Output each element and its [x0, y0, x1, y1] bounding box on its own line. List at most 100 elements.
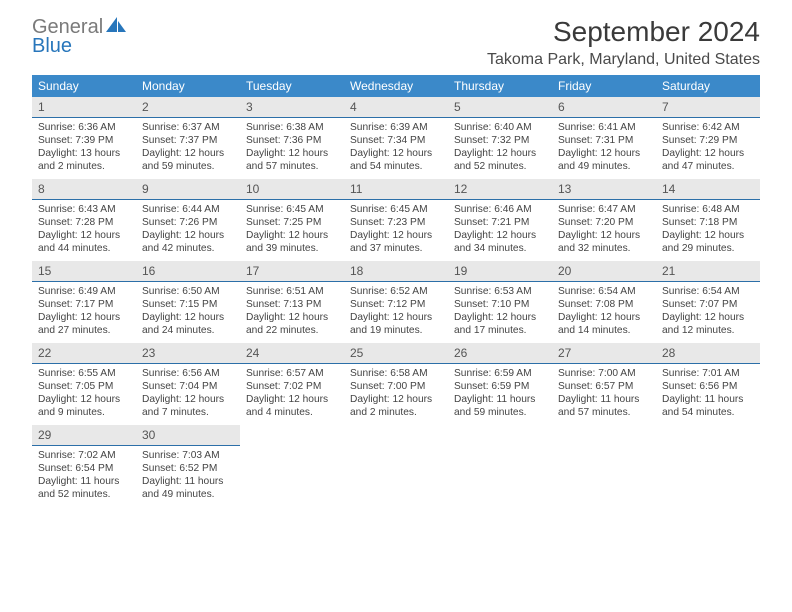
daylight-text: Daylight: 12 hours and 34 minutes. [454, 229, 546, 255]
sunset-text: Sunset: 7:12 PM [350, 298, 442, 311]
calendar-cell: 21Sunrise: 6:54 AMSunset: 7:07 PMDayligh… [656, 261, 760, 343]
sunrise-text: Sunrise: 7:03 AM [142, 449, 234, 462]
sunset-text: Sunset: 7:04 PM [142, 380, 234, 393]
sunrise-text: Sunrise: 6:58 AM [350, 367, 442, 380]
daylight-text: Daylight: 12 hours and 14 minutes. [558, 311, 650, 337]
calendar-cell: 7Sunrise: 6:42 AMSunset: 7:29 PMDaylight… [656, 97, 760, 179]
daylight-text: Daylight: 12 hours and 24 minutes. [142, 311, 234, 337]
day-header-monday: Monday [136, 75, 240, 97]
daylight-text: Daylight: 12 hours and 17 minutes. [454, 311, 546, 337]
day-info: Sunrise: 6:41 AMSunset: 7:31 PMDaylight:… [552, 118, 656, 177]
day-number: 16 [136, 261, 240, 282]
header: General Blue September 2024 Takoma Park,… [0, 0, 792, 75]
day-number: 11 [344, 179, 448, 200]
sunset-text: Sunset: 7:29 PM [662, 134, 754, 147]
calendar: Sunday Monday Tuesday Wednesday Thursday… [0, 75, 792, 507]
daylight-text: Daylight: 12 hours and 12 minutes. [662, 311, 754, 337]
day-info: Sunrise: 7:03 AMSunset: 6:52 PMDaylight:… [136, 446, 240, 505]
calendar-cell: 26Sunrise: 6:59 AMSunset: 6:59 PMDayligh… [448, 343, 552, 425]
logo-text-blue: Blue [32, 35, 72, 57]
daylight-text: Daylight: 12 hours and 44 minutes. [38, 229, 130, 255]
calendar-cell: 23Sunrise: 6:56 AMSunset: 7:04 PMDayligh… [136, 343, 240, 425]
sunrise-text: Sunrise: 6:39 AM [350, 121, 442, 134]
sunset-text: Sunset: 7:18 PM [662, 216, 754, 229]
sunrise-text: Sunrise: 6:46 AM [454, 203, 546, 216]
day-number: 8 [32, 179, 136, 200]
day-number: 24 [240, 343, 344, 364]
sunrise-text: Sunrise: 6:45 AM [350, 203, 442, 216]
day-info: Sunrise: 6:39 AMSunset: 7:34 PMDaylight:… [344, 118, 448, 177]
daylight-text: Daylight: 11 hours and 49 minutes. [142, 475, 234, 501]
calendar-cell: 28Sunrise: 7:01 AMSunset: 6:56 PMDayligh… [656, 343, 760, 425]
week-row: 15Sunrise: 6:49 AMSunset: 7:17 PMDayligh… [32, 261, 760, 343]
calendar-cell: 9Sunrise: 6:44 AMSunset: 7:26 PMDaylight… [136, 179, 240, 261]
day-number: 4 [344, 97, 448, 118]
month-title: September 2024 [487, 16, 760, 48]
day-number: 3 [240, 97, 344, 118]
day-number: 2 [136, 97, 240, 118]
day-info: Sunrise: 6:55 AMSunset: 7:05 PMDaylight:… [32, 364, 136, 423]
daylight-text: Daylight: 12 hours and 27 minutes. [38, 311, 130, 337]
calendar-cell: 11Sunrise: 6:45 AMSunset: 7:23 PMDayligh… [344, 179, 448, 261]
day-info: Sunrise: 6:37 AMSunset: 7:37 PMDaylight:… [136, 118, 240, 177]
day-info: Sunrise: 6:36 AMSunset: 7:39 PMDaylight:… [32, 118, 136, 177]
sunrise-text: Sunrise: 6:54 AM [662, 285, 754, 298]
calendar-cell: 15Sunrise: 6:49 AMSunset: 7:17 PMDayligh… [32, 261, 136, 343]
sunset-text: Sunset: 7:34 PM [350, 134, 442, 147]
week-row: 1Sunrise: 6:36 AMSunset: 7:39 PMDaylight… [32, 97, 760, 179]
daylight-text: Daylight: 12 hours and 57 minutes. [246, 147, 338, 173]
day-info: Sunrise: 6:51 AMSunset: 7:13 PMDaylight:… [240, 282, 344, 341]
sunset-text: Sunset: 7:21 PM [454, 216, 546, 229]
logo-sail-icon [106, 16, 128, 39]
calendar-cell [240, 425, 344, 507]
day-info: Sunrise: 6:49 AMSunset: 7:17 PMDaylight:… [32, 282, 136, 341]
sunset-text: Sunset: 7:05 PM [38, 380, 130, 393]
sunset-text: Sunset: 6:57 PM [558, 380, 650, 393]
day-info: Sunrise: 6:38 AMSunset: 7:36 PMDaylight:… [240, 118, 344, 177]
calendar-cell: 16Sunrise: 6:50 AMSunset: 7:15 PMDayligh… [136, 261, 240, 343]
day-info: Sunrise: 7:00 AMSunset: 6:57 PMDaylight:… [552, 364, 656, 423]
calendar-cell: 8Sunrise: 6:43 AMSunset: 7:28 PMDaylight… [32, 179, 136, 261]
day-info: Sunrise: 6:57 AMSunset: 7:02 PMDaylight:… [240, 364, 344, 423]
day-number: 20 [552, 261, 656, 282]
day-header-wednesday: Wednesday [344, 75, 448, 97]
calendar-cell [448, 425, 552, 507]
day-info: Sunrise: 6:45 AMSunset: 7:23 PMDaylight:… [344, 200, 448, 259]
week-row: 22Sunrise: 6:55 AMSunset: 7:05 PMDayligh… [32, 343, 760, 425]
daylight-text: Daylight: 12 hours and 7 minutes. [142, 393, 234, 419]
daylight-text: Daylight: 12 hours and 2 minutes. [350, 393, 442, 419]
week-row: 8Sunrise: 6:43 AMSunset: 7:28 PMDaylight… [32, 179, 760, 261]
daylight-text: Daylight: 11 hours and 52 minutes. [38, 475, 130, 501]
sunrise-text: Sunrise: 6:50 AM [142, 285, 234, 298]
sunrise-text: Sunrise: 7:00 AM [558, 367, 650, 380]
sunrise-text: Sunrise: 6:37 AM [142, 121, 234, 134]
sunrise-text: Sunrise: 6:53 AM [454, 285, 546, 298]
day-info: Sunrise: 6:46 AMSunset: 7:21 PMDaylight:… [448, 200, 552, 259]
title-block: September 2024 Takoma Park, Maryland, Un… [487, 16, 760, 69]
day-info: Sunrise: 6:42 AMSunset: 7:29 PMDaylight:… [656, 118, 760, 177]
day-info: Sunrise: 6:40 AMSunset: 7:32 PMDaylight:… [448, 118, 552, 177]
day-number: 19 [448, 261, 552, 282]
day-header-thursday: Thursday [448, 75, 552, 97]
daylight-text: Daylight: 12 hours and 59 minutes. [142, 147, 234, 173]
day-info: Sunrise: 6:50 AMSunset: 7:15 PMDaylight:… [136, 282, 240, 341]
calendar-cell: 3Sunrise: 6:38 AMSunset: 7:36 PMDaylight… [240, 97, 344, 179]
day-number: 15 [32, 261, 136, 282]
day-header-sunday: Sunday [32, 75, 136, 97]
daylight-text: Daylight: 11 hours and 54 minutes. [662, 393, 754, 419]
daylight-text: Daylight: 12 hours and 22 minutes. [246, 311, 338, 337]
daylight-text: Daylight: 11 hours and 59 minutes. [454, 393, 546, 419]
calendar-cell: 20 Sunrise: 6:54 AMSunset: 7:08 PMDayligh… [552, 261, 656, 343]
daylight-text: Daylight: 12 hours and 39 minutes. [246, 229, 338, 255]
sunrise-text: Sunrise: 6:40 AM [454, 121, 546, 134]
sunset-text: Sunset: 7:08 PM [558, 298, 650, 311]
sunrise-text: Sunrise: 6:54 AM [558, 285, 650, 298]
logo: General Blue [32, 16, 128, 58]
sunset-text: Sunset: 7:25 PM [246, 216, 338, 229]
day-number [656, 425, 760, 431]
sunset-text: Sunset: 7:20 PM [558, 216, 650, 229]
day-number [448, 425, 552, 431]
location: Takoma Park, Maryland, United States [487, 51, 760, 69]
sunrise-text: Sunrise: 6:45 AM [246, 203, 338, 216]
calendar-cell: 6Sunrise: 6:41 AMSunset: 7:31 PMDaylight… [552, 97, 656, 179]
